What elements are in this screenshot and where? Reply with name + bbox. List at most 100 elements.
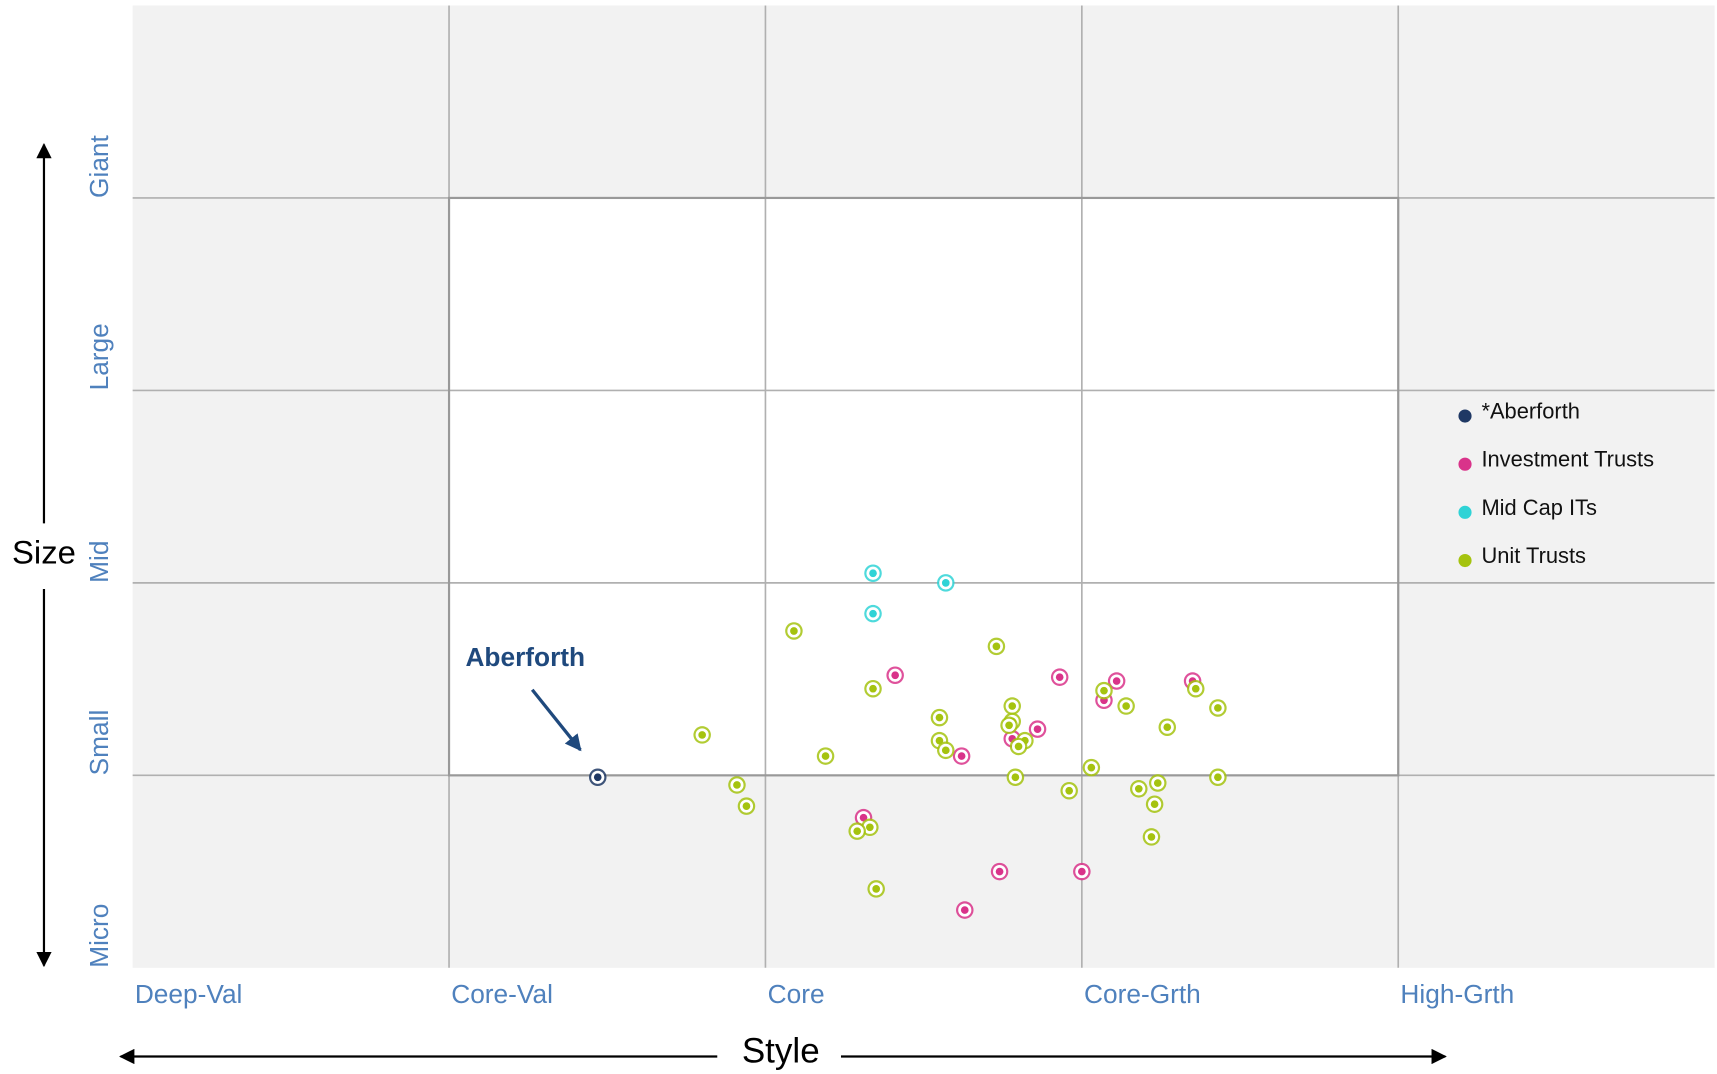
point-core — [1153, 779, 1162, 787]
point-core — [891, 671, 899, 680]
y-tick-label: Large — [84, 323, 114, 390]
point — [886, 666, 904, 685]
point — [1107, 672, 1126, 690]
point — [848, 822, 866, 840]
point — [990, 862, 1009, 881]
point — [937, 741, 955, 760]
point-core — [853, 827, 862, 835]
point — [785, 622, 803, 640]
x-tick-label: Core-Val — [451, 979, 553, 1009]
point-core — [1147, 833, 1156, 841]
point — [864, 604, 882, 623]
point — [987, 637, 1006, 656]
point-core — [941, 579, 950, 587]
point-core — [869, 569, 877, 578]
point-core — [1214, 704, 1222, 712]
point — [1095, 681, 1113, 700]
point — [816, 747, 835, 765]
point — [693, 726, 711, 744]
point — [956, 901, 974, 919]
point — [1209, 699, 1227, 717]
point-core — [957, 752, 966, 760]
point — [737, 797, 756, 815]
point — [1003, 697, 1021, 715]
point-core — [733, 781, 741, 789]
legend-label: *Aberforth — [1481, 399, 1580, 424]
point-core — [1150, 800, 1159, 809]
y-tick-label: Giant — [84, 134, 114, 197]
y-tick-label: Mid — [84, 541, 114, 583]
point-core — [1087, 763, 1096, 772]
point — [937, 574, 955, 592]
point — [1142, 828, 1161, 846]
x-axis-title: Style — [742, 1031, 820, 1070]
point-core — [1014, 742, 1023, 751]
point — [930, 708, 949, 727]
legend-swatch — [1458, 505, 1472, 519]
point-core — [960, 906, 969, 914]
style-box-border — [447, 196, 1400, 777]
point-core — [995, 867, 1004, 876]
point-core — [821, 752, 830, 760]
point-core — [698, 731, 706, 739]
point — [952, 747, 971, 765]
point — [1149, 774, 1167, 792]
legend-swatch — [1458, 553, 1472, 568]
point — [864, 679, 882, 698]
legend-label: Investment Trusts — [1481, 447, 1654, 472]
point-core — [1100, 686, 1108, 695]
annotation-arrow — [530, 688, 582, 752]
point-core — [1214, 773, 1222, 782]
point — [1009, 737, 1028, 756]
point-core — [1112, 677, 1121, 685]
point-core — [1005, 721, 1013, 730]
annotation: Aberforth — [465, 642, 585, 672]
point-core — [1011, 773, 1020, 782]
x-tick-label: Core-Grth — [1084, 979, 1201, 1009]
point — [1130, 780, 1148, 798]
point-core — [1191, 684, 1200, 693]
point — [588, 768, 607, 787]
point-core — [790, 627, 798, 635]
point-core — [869, 609, 877, 618]
point-core — [1134, 784, 1143, 793]
y-tick-label: Small — [84, 710, 114, 776]
point — [1050, 668, 1069, 686]
point — [867, 880, 885, 898]
point-core — [866, 823, 874, 832]
point — [1000, 716, 1018, 735]
point — [864, 564, 882, 583]
point — [1060, 781, 1078, 800]
point — [1145, 795, 1164, 813]
point-core — [1055, 673, 1064, 682]
point-core — [872, 885, 881, 893]
plot-layer — [132, 5, 1715, 968]
x-tick-label: High-Grth — [1400, 979, 1514, 1009]
point-core — [1008, 702, 1017, 710]
point-core — [869, 684, 877, 693]
point-core — [1163, 723, 1172, 732]
point — [1209, 768, 1227, 787]
point-core — [992, 642, 1001, 651]
legend-swatch — [1458, 457, 1472, 471]
x-tick-label: Core — [768, 979, 825, 1009]
legend-label: Unit Trusts — [1481, 543, 1586, 568]
point — [1006, 768, 1025, 787]
point-core — [742, 802, 751, 810]
point-core — [1033, 725, 1042, 733]
point-core — [1078, 867, 1086, 876]
point — [1073, 862, 1091, 881]
point — [728, 776, 746, 794]
point-core — [859, 813, 868, 822]
point — [1158, 718, 1177, 736]
y-axis-title: Size — [12, 534, 76, 571]
point — [1082, 758, 1101, 777]
point-core — [935, 713, 944, 722]
point-core — [1065, 786, 1074, 795]
style-box — [449, 197, 1399, 776]
point — [1117, 697, 1135, 715]
point — [1028, 720, 1047, 738]
point-core — [935, 736, 944, 745]
y-tick-label: Micro — [84, 904, 114, 968]
